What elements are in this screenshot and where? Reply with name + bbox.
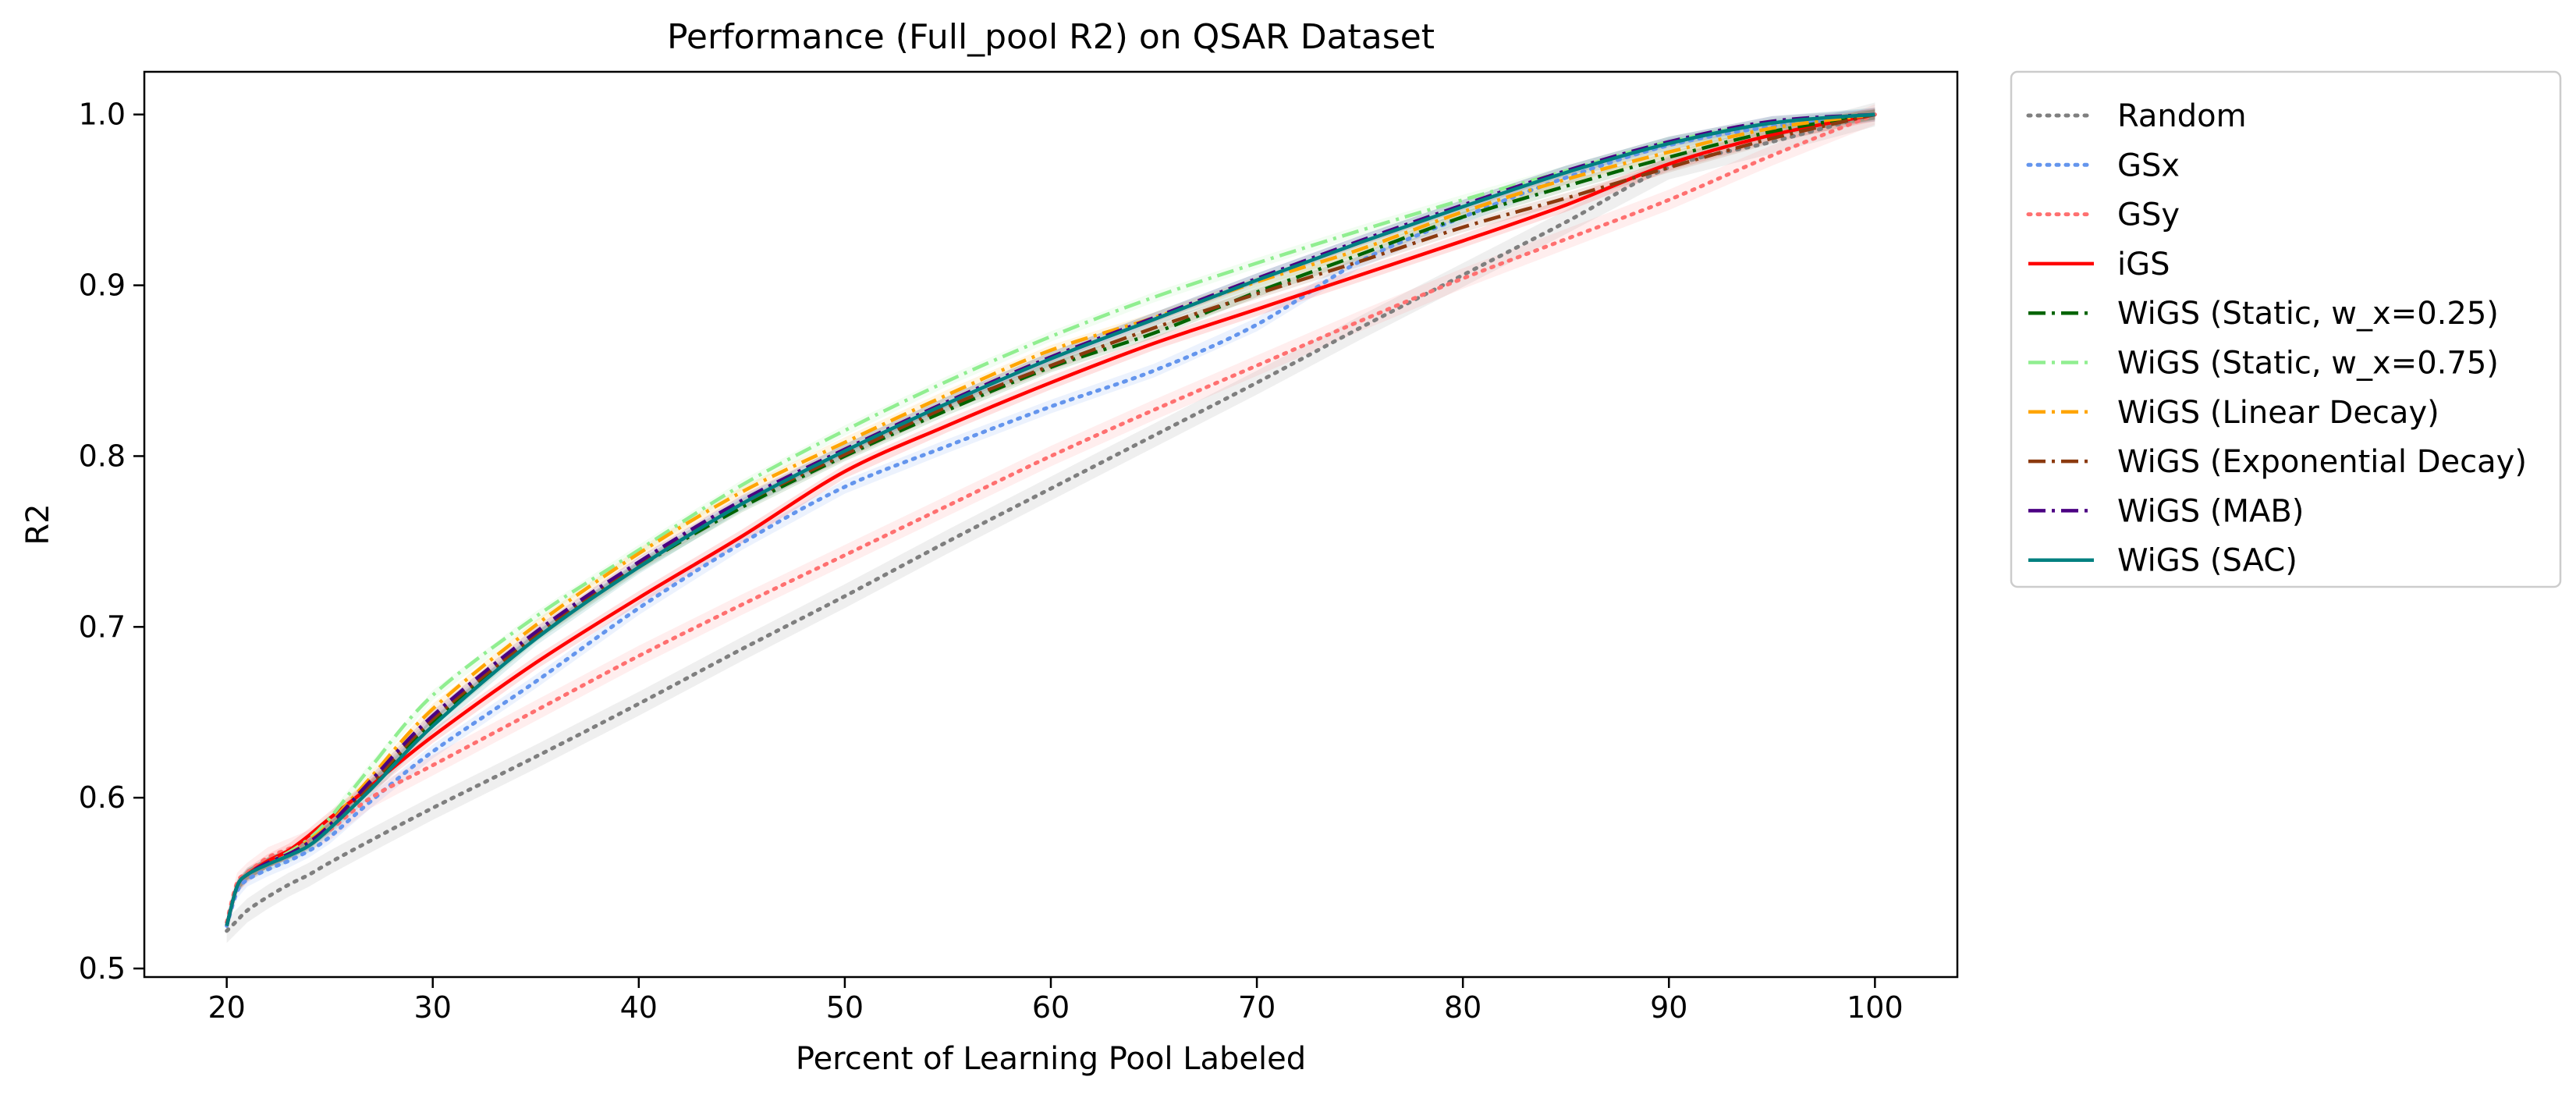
- x-tick-label: 30: [414, 990, 452, 1025]
- y-axis-label: R2: [20, 503, 56, 545]
- legend-label-gsx: GSx: [2117, 147, 2180, 183]
- x-tick-label: 70: [1238, 990, 1276, 1025]
- x-tick-label: 40: [620, 990, 658, 1025]
- x-tick-label: 100: [1847, 990, 1904, 1025]
- legend-label-wigs-exponential-decay: WiGS (Exponential Decay): [2117, 444, 2527, 480]
- series-line-wigs-sac: [225, 112, 1875, 926]
- series-line-gsx: [225, 112, 1877, 928]
- y-tick-label: 0.7: [79, 609, 126, 644]
- legend-label-wigs-static-w-x-0-75: WiGS (Static, w_x=0.75): [2117, 346, 2499, 382]
- legend-label-random: Random: [2117, 98, 2247, 134]
- y-tick-label: 1.0: [79, 98, 126, 132]
- band-gsy: [226, 104, 1875, 933]
- x-tick-label: 50: [826, 990, 864, 1025]
- legend-label-igs: iGS: [2117, 247, 2170, 282]
- legend: Random GSx GSy iGS WiGS (Static, w_x=0.25) Wi…: [2010, 70, 2562, 588]
- chart-title: Performance (Full_pool R2) on QSAR Datas…: [667, 17, 1435, 57]
- series-line-igs: [225, 112, 1875, 926]
- x-axis-label: Percent of Learning Pool Labeled: [796, 1041, 1306, 1077]
- series-lines: [225, 112, 1877, 933]
- legend-label-wigs-mab: WiGS (MAB): [2117, 493, 2304, 529]
- legend-label-gsy: GSy: [2117, 197, 2180, 233]
- confidence-bands: [226, 102, 1875, 943]
- legend-frame: [2010, 70, 2562, 588]
- series-line-wigs-static-w-x-0-75: [225, 112, 1875, 926]
- y-tick-label: 0.6: [79, 780, 126, 815]
- y-tick-label: 0.8: [79, 439, 126, 473]
- x-tick-label: 60: [1032, 990, 1070, 1025]
- legend-label-wigs-linear-decay: WiGS (Linear Decay): [2117, 395, 2439, 431]
- x-tick-label: 20: [208, 990, 245, 1025]
- x-tick-label: 90: [1650, 990, 1687, 1025]
- y-axis-ticks: 0.5 0.6 0.7 0.8 0.9 1.0: [79, 98, 144, 986]
- legend-label-wigs-static-w-x-0-25: WiGS (Static, w_x=0.25): [2117, 296, 2499, 332]
- x-axis-ticks: 20 30 40 50 60 70 80 90 100: [208, 977, 1904, 1025]
- y-tick-label: 0.5: [79, 951, 126, 986]
- legend-label-wigs-sac: WiGS (SAC): [2117, 543, 2297, 579]
- x-tick-label: 80: [1444, 990, 1481, 1025]
- legend-items: Random GSx GSy iGS WiGS (Static, w_x=0.25) Wi…: [2026, 98, 2527, 579]
- series-line-random: [225, 112, 1877, 933]
- y-tick-label: 0.9: [79, 268, 126, 303]
